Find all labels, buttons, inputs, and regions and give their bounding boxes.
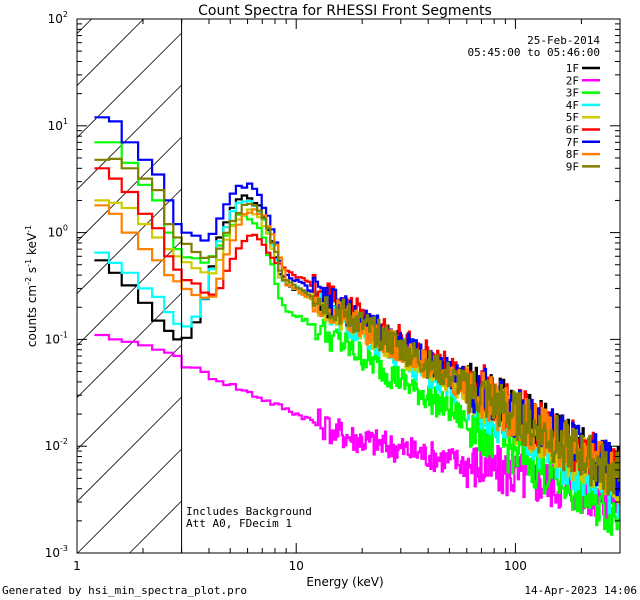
footer-timestamp: 14-Apr-2023 14:06 [524, 584, 637, 597]
hatch-line [76, 136, 182, 242]
annotation-attenuator: Att A0, FDecim 1 [186, 517, 292, 530]
hatch-line [76, 84, 182, 190]
hatch-line [76, 18, 92, 34]
y-tick-label: 102 [48, 10, 68, 26]
x-tick-label: 1 [73, 559, 81, 573]
y-tick-label: 100 [48, 224, 68, 240]
plot-frame [76, 18, 621, 554]
legend-label-8f: 8F [566, 148, 579, 161]
hatch-line [76, 240, 182, 346]
x-axis-label: Energy (keV) [306, 575, 383, 589]
hatch-line [76, 396, 182, 502]
hatch-line [76, 292, 182, 398]
legend-label-1f: 1F [566, 62, 579, 75]
legend-label-2f: 2F [566, 74, 579, 87]
x-axis: 1 10 100 [73, 19, 621, 573]
hatch-line [76, 344, 182, 450]
legend-label-5f: 5F [566, 111, 579, 124]
legend-label-7f: 7F [566, 136, 579, 149]
y-tick-label: 101 [48, 117, 68, 133]
chart-title: Count Spectra for RHESSI Front Segments [198, 3, 492, 19]
y-tick-label: 10-3 [45, 544, 68, 560]
y-axis-label: counts cm-2 s-1 keV-1 [24, 225, 39, 347]
x-tick-label: 10 [289, 559, 304, 573]
series-line-3f [94, 141, 620, 536]
hatch-line [76, 32, 182, 138]
series-line-9f [94, 157, 620, 496]
y-axis: 10-3 10-2 10-1 100 101 102 [45, 10, 620, 560]
footer-generated: Generated by hsi_min_spectra_plot.pro [2, 584, 247, 597]
y-tick-label: 10-2 [45, 437, 68, 453]
annotation-background: Includes Background [186, 505, 312, 518]
date-label: 25-Feb-2014 [527, 34, 600, 47]
legend-label-6f: 6F [566, 124, 579, 137]
y-tick-label: 10-1 [45, 330, 68, 346]
series-group [94, 116, 620, 536]
legend-label-4f: 4F [566, 99, 579, 112]
excluded-region-hatch [76, 18, 182, 554]
legend-label-3f: 3F [566, 87, 579, 100]
x-tick-label: 100 [504, 559, 527, 573]
hatch-line [76, 188, 182, 294]
hatch-line [129, 500, 182, 554]
hatch-line [77, 448, 182, 554]
hatch-line [76, 18, 144, 86]
legend-label-9f: 9F [566, 160, 579, 173]
time-range-label: 05:45:00 to 05:46:00 [468, 46, 600, 59]
